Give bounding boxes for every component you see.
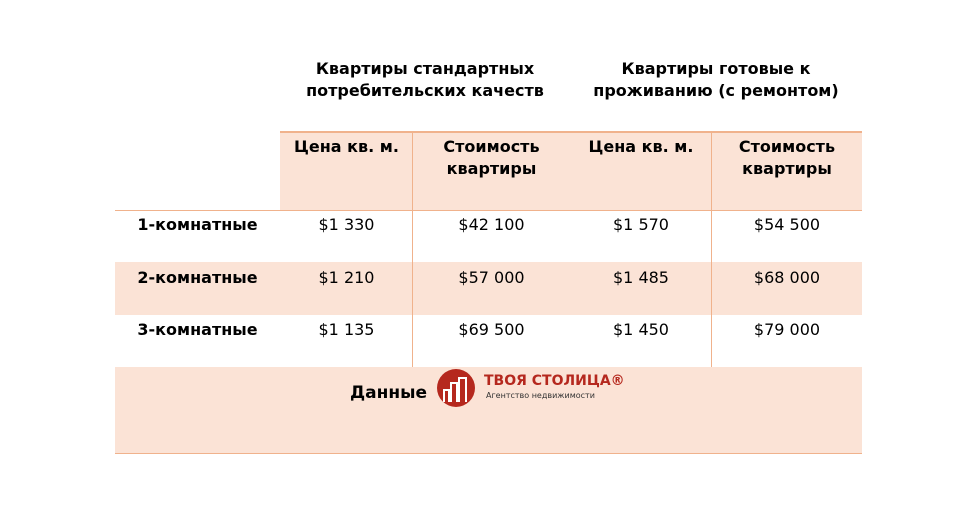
group-header-renovated: Квартиры готовые к проживанию (с ремонто…	[593, 59, 839, 100]
building-logo-icon	[437, 369, 475, 407]
footer-row	[115, 367, 862, 453]
col-header: Стоимость квартиры	[738, 137, 836, 178]
table-cell: $1 485	[613, 267, 669, 287]
row-label: 3-комнатные	[137, 320, 258, 339]
table-cell: $1 330	[318, 215, 375, 234]
logo-title: ТВОЯ СТОЛИЦА®	[484, 373, 625, 389]
table-cell: $1 210	[318, 267, 375, 287]
table-cell: $1 135	[318, 320, 375, 339]
col-header: Цена кв. м.	[294, 137, 399, 156]
table-cell: $79 000	[753, 320, 821, 339]
table-cell: $68 000	[753, 267, 821, 287]
row-label: 2-комнатные	[137, 267, 258, 287]
table-cell: $57 000	[458, 267, 525, 287]
table-cell: $54 500	[753, 215, 821, 234]
footer-label: Данные	[350, 383, 428, 403]
row-label: 1-комнатные	[137, 215, 258, 234]
agency-logo: ТВОЯ СТОЛИЦА® Агентство недвижимости	[434, 368, 625, 408]
logo-subtitle: Агентство недвижимости	[486, 391, 595, 400]
table-cell: $1 450	[613, 320, 669, 339]
col-header: Стоимость квартиры	[443, 137, 540, 178]
table-cell: $42 100	[458, 215, 525, 234]
table-cell: $1 570	[613, 215, 669, 234]
col-header: Цена кв. м.	[588, 137, 694, 156]
table-cell: $69 500	[458, 320, 525, 339]
group-header-standard: Квартиры стандартных потребительских кач…	[306, 59, 544, 100]
column-header-row	[280, 132, 862, 210]
